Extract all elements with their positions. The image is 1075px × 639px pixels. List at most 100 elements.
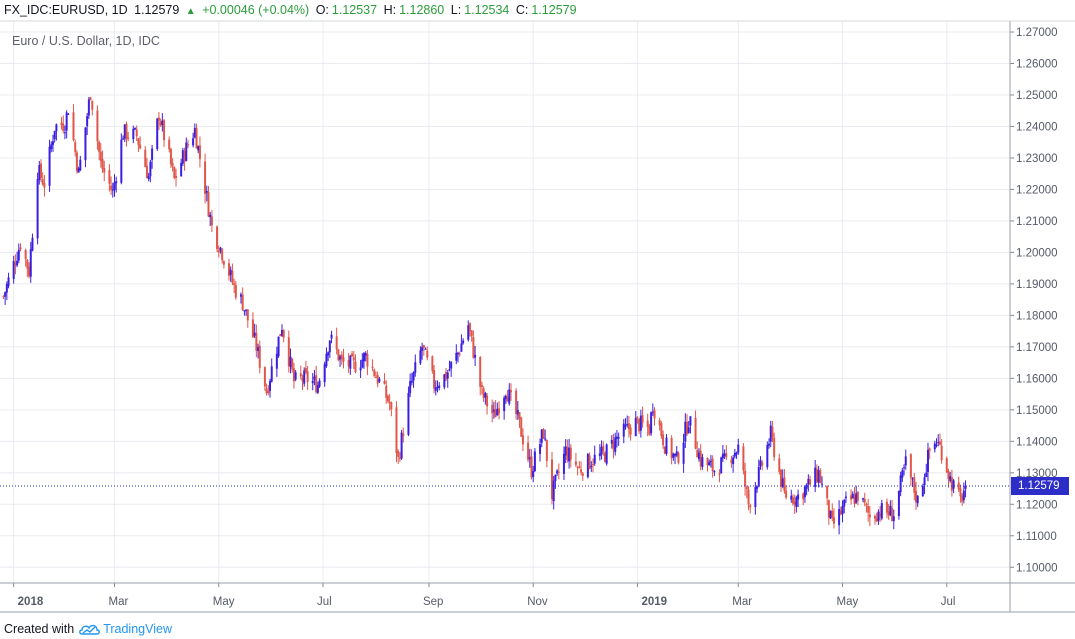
candle-body <box>670 438 673 459</box>
candle <box>445 367 448 382</box>
candle-body <box>564 446 567 456</box>
candle-body <box>916 495 919 504</box>
candle <box>390 401 393 417</box>
candle-body <box>718 473 721 475</box>
candle-body <box>491 404 494 414</box>
candle-body <box>127 137 130 139</box>
candle-body <box>251 319 254 338</box>
candle-body <box>889 505 892 516</box>
candle <box>306 365 309 390</box>
candle-body <box>742 446 745 471</box>
candle-body <box>648 426 651 435</box>
candle-body <box>16 260 19 266</box>
candle <box>186 139 189 149</box>
candle <box>16 251 19 268</box>
candle-body <box>713 471 716 473</box>
candle <box>313 370 316 386</box>
candle-body <box>867 505 870 513</box>
candle <box>63 125 66 140</box>
candle-body <box>768 443 771 446</box>
candle-body <box>803 486 806 498</box>
candle <box>279 334 282 337</box>
candle-body <box>913 477 916 493</box>
candle <box>270 358 273 383</box>
candle-body <box>581 473 584 477</box>
candle <box>779 468 782 493</box>
candle-body <box>342 357 345 362</box>
candle-body <box>280 329 283 336</box>
candle <box>342 348 345 369</box>
candle <box>127 131 130 142</box>
candle-body <box>964 486 967 489</box>
candle-body <box>28 266 31 277</box>
candle-body <box>373 369 376 376</box>
candle-body <box>839 510 842 515</box>
candle <box>41 172 44 186</box>
candle-body <box>744 470 747 487</box>
candle <box>503 395 506 420</box>
candle-body <box>371 366 374 368</box>
candle-body <box>949 476 952 482</box>
candle-body <box>520 417 523 437</box>
candle-body <box>891 507 894 522</box>
candle-body <box>508 389 511 404</box>
candle <box>875 512 878 522</box>
candle-body <box>422 345 425 348</box>
candle <box>301 374 304 391</box>
candle <box>398 452 401 463</box>
candle-body <box>410 380 413 383</box>
candle-body <box>145 165 148 179</box>
x-tick-label: Jul <box>317 596 332 608</box>
candle-body <box>778 458 781 472</box>
candle <box>482 386 485 403</box>
low-label: L: <box>450 3 462 17</box>
candle <box>945 456 948 474</box>
candle-body <box>110 185 113 190</box>
candle <box>246 309 249 328</box>
candle <box>807 474 810 492</box>
candle <box>586 452 589 479</box>
high-label: H: <box>383 3 397 17</box>
candle-body <box>843 499 846 507</box>
candle <box>651 403 654 416</box>
candle-body <box>759 460 762 467</box>
candle-body <box>636 416 639 418</box>
candle-body <box>783 477 786 492</box>
candle <box>701 453 704 470</box>
candle-body <box>468 323 471 331</box>
candle <box>532 465 535 483</box>
candle <box>269 378 272 398</box>
candle <box>351 351 354 357</box>
candle-body <box>875 518 878 522</box>
candle-body <box>339 356 342 360</box>
candle-body <box>443 374 446 388</box>
candle-body <box>29 249 32 277</box>
candle <box>880 499 883 521</box>
candle <box>292 362 295 389</box>
candle-body <box>829 510 832 519</box>
candle-body <box>171 163 174 167</box>
candle <box>832 508 835 529</box>
candle <box>4 291 7 305</box>
y-tick-label: 1.21000 <box>1016 216 1058 228</box>
candle <box>395 401 398 463</box>
candle-body <box>359 367 362 371</box>
candle-body <box>38 165 41 180</box>
candle-body <box>509 390 512 393</box>
candle <box>915 481 918 510</box>
candle-body <box>660 423 663 437</box>
candle <box>210 210 213 233</box>
candle <box>911 477 914 487</box>
candle <box>38 160 41 185</box>
candle-body <box>612 441 615 450</box>
candle <box>498 401 501 420</box>
candle <box>550 451 553 505</box>
candle-body <box>77 168 80 173</box>
footer-brand[interactable]: TradingView <box>103 622 172 636</box>
candle-body <box>730 459 733 464</box>
footer-prefix: Created with <box>4 622 75 636</box>
candle <box>771 421 774 443</box>
candle-body <box>279 334 282 337</box>
candle-body <box>482 388 485 399</box>
